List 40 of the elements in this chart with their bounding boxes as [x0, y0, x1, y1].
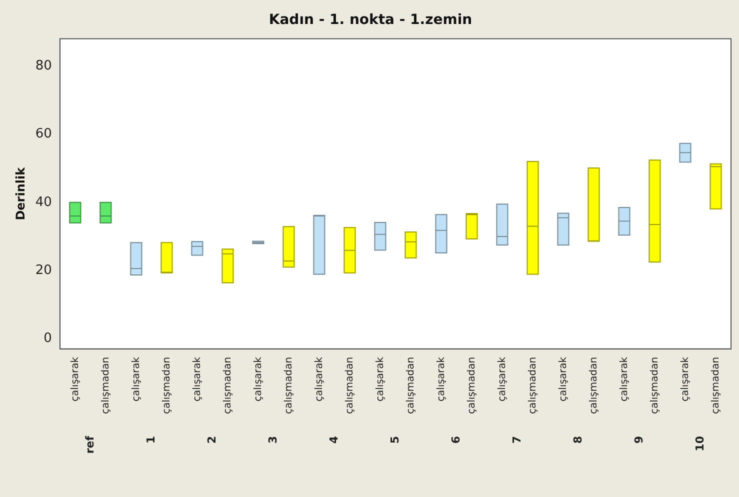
x-tick-label: çalışarak	[374, 356, 386, 402]
text: 6	[449, 436, 462, 444]
text: 8	[571, 436, 584, 444]
text: 5	[388, 436, 402, 444]
x-tick-label: çalışmadan	[710, 356, 722, 414]
text: 3	[266, 436, 280, 444]
x-tick-label: çalışmadan	[527, 356, 538, 414]
text: ref	[83, 436, 96, 454]
text: 9	[632, 436, 646, 444]
x-tick-label: çalışarak	[496, 356, 508, 402]
text: 2	[205, 436, 218, 444]
x-tick-label: çalışmadan	[283, 356, 294, 414]
x-tick-label: çalışmadan	[466, 356, 478, 414]
x-tick-label: çalışarak	[618, 356, 630, 402]
y-tick-label: 40	[35, 194, 52, 210]
x-tick-label: çalışarak	[314, 356, 325, 402]
text: 4	[327, 436, 340, 444]
chart-title: Kadın - 1. nokta - 1.zemin	[268, 12, 472, 28]
x-tick-label: çalışarak	[558, 356, 569, 402]
x-tick-label: çalışarak	[192, 356, 203, 402]
x-tick-label: çalışarak	[436, 356, 447, 402]
x-tick-label: çalışarak	[680, 356, 691, 402]
x-tick-label: çalışmadan	[344, 356, 356, 414]
x-tick-label: çalışmadan	[588, 356, 600, 414]
text: 10	[693, 436, 706, 452]
y-tick-label: 80	[35, 58, 52, 74]
x-tick-label: çalışmadan	[649, 356, 660, 414]
x-tick-label: çalışmadan	[100, 356, 112, 414]
x-tick-label: çalışarak	[252, 356, 264, 402]
y-tick-label: 20	[35, 262, 52, 278]
x-tick-label: çalışmadan	[161, 356, 172, 414]
x-tick-label: çalışarak	[130, 356, 142, 402]
x-tick-label: çalışmadan	[405, 356, 416, 414]
text: 1	[144, 436, 158, 444]
y-axis-title: Derinlik	[13, 166, 28, 220]
y-tick-label: 60	[35, 126, 52, 142]
x-tick-label: çalışmadan	[222, 356, 234, 414]
text: 7	[510, 436, 524, 444]
y-tick-label: 0	[44, 331, 52, 346]
x-tick-label: çalışarak	[70, 356, 81, 402]
